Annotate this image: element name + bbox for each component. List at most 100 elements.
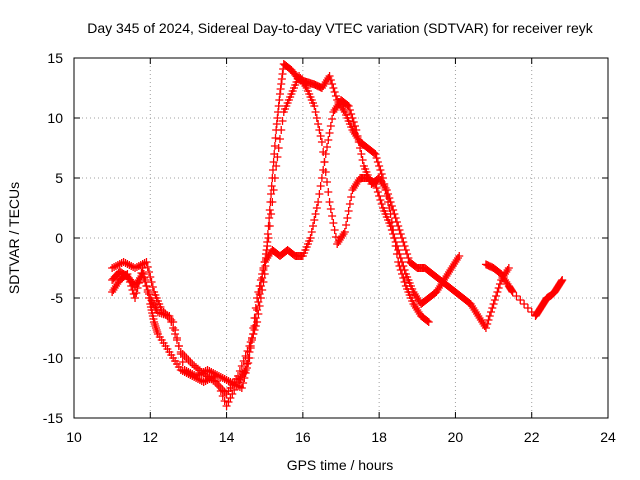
- data-point-marker: [246, 344, 255, 352]
- data-point-marker: [180, 366, 189, 374]
- data-point-marker: [136, 274, 145, 282]
- data-point-marker: [392, 218, 401, 226]
- data-point-marker: [133, 284, 142, 292]
- data-point-marker: [455, 252, 464, 260]
- data-point-marker: [389, 206, 398, 214]
- data-point-marker: [172, 334, 181, 342]
- data-point-marker: [163, 312, 172, 320]
- data-point-marker: [490, 296, 499, 304]
- data-point-marker: [161, 310, 170, 318]
- data-point-marker: [347, 193, 356, 201]
- data-point-marker: [398, 258, 407, 266]
- data-point-marker: [131, 264, 140, 272]
- data-point-marker: [400, 266, 409, 274]
- data-point-marker: [165, 314, 174, 322]
- data-point-marker: [259, 264, 268, 272]
- data-point-marker: [220, 397, 229, 405]
- data-point-marker: [349, 118, 358, 126]
- data-point-marker: [306, 234, 315, 242]
- data-point-marker: [375, 192, 384, 200]
- data-point-marker: [132, 289, 141, 297]
- data-point-marker: [484, 316, 493, 324]
- data-point-marker: [239, 379, 248, 387]
- data-point-marker: [371, 150, 380, 158]
- data-point-marker: [146, 273, 155, 281]
- data-point-marker: [142, 258, 151, 266]
- data-point-marker: [205, 367, 214, 375]
- x-tick-label: 24: [600, 429, 616, 445]
- data-point-marker: [228, 379, 237, 387]
- data-point-marker: [224, 398, 233, 406]
- data-point-marker: [384, 190, 393, 198]
- data-point-marker: [143, 263, 152, 271]
- data-point-marker: [353, 132, 362, 140]
- data-point-marker: [132, 263, 141, 271]
- data-point-marker: [159, 308, 168, 316]
- data-point-marker: [423, 317, 432, 325]
- data-point-marker: [218, 392, 227, 400]
- data-point-marker: [182, 367, 191, 375]
- data-point-marker: [339, 230, 348, 238]
- data-point-marker: [242, 364, 251, 372]
- data-point-marker: [424, 318, 433, 326]
- data-point-marker: [263, 242, 272, 250]
- data-point-marker: [148, 283, 157, 291]
- data-point-marker: [399, 238, 408, 246]
- data-point-marker: [372, 154, 381, 162]
- x-tick-label: 16: [295, 429, 311, 445]
- data-point-marker: [209, 369, 218, 377]
- y-tick-label: 15: [47, 50, 63, 66]
- data-point-marker: [267, 210, 276, 218]
- data-point-marker: [343, 214, 352, 222]
- data-point-marker: [389, 230, 398, 238]
- data-point-marker: [309, 222, 318, 230]
- data-point-marker: [403, 250, 412, 258]
- data-point-marker: [254, 298, 263, 306]
- data-point-marker: [357, 150, 366, 158]
- data-point-marker: [250, 322, 259, 330]
- data-point-marker: [324, 136, 333, 144]
- data-point-marker: [352, 126, 361, 134]
- data-point-marker: [321, 150, 330, 158]
- data-point-marker: [398, 234, 407, 242]
- data-point-marker: [387, 202, 396, 210]
- data-point-marker: [311, 108, 320, 116]
- data-point-marker: [127, 282, 136, 290]
- data-point-marker: [331, 92, 340, 100]
- y-tick-label: 0: [55, 230, 63, 246]
- data-point-marker: [244, 359, 253, 367]
- data-point-marker: [127, 262, 136, 270]
- data-point-marker: [373, 158, 382, 166]
- data-point-marker: [376, 166, 385, 174]
- data-point-marker: [344, 207, 353, 215]
- data-point-marker: [347, 110, 356, 118]
- data-point-marker: [265, 206, 274, 214]
- data-point-marker: [323, 143, 332, 151]
- data-point-marker: [272, 162, 281, 170]
- data-point-marker: [275, 135, 284, 143]
- data-point-marker: [386, 198, 395, 206]
- data-point-marker: [199, 368, 208, 376]
- data-point-marker: [324, 188, 333, 196]
- data-point-marker: [267, 182, 276, 190]
- data-point-marker: [121, 259, 130, 267]
- data-point-marker: [273, 153, 282, 161]
- data-point-marker: [213, 371, 222, 379]
- data-point-marker: [125, 278, 134, 286]
- data-point-marker: [453, 254, 462, 262]
- data-point-marker: [400, 242, 409, 250]
- data-point-marker: [174, 342, 183, 350]
- data-point-marker: [314, 120, 323, 128]
- data-point-marker: [396, 230, 405, 238]
- axis-ticks: 10 12 14 16 18 20 22 24 -15 -10 -5 0 5 10 15: [43, 50, 616, 445]
- data-point-marker: [493, 288, 502, 296]
- data-point-marker: [248, 334, 256, 342]
- data-point-marker: [326, 76, 335, 84]
- data-point-marker: [487, 308, 496, 316]
- data-point-marker: [214, 382, 223, 390]
- data-point-marker: [214, 372, 223, 380]
- data-point-marker: [390, 234, 399, 242]
- data-point-marker: [226, 378, 235, 386]
- data-point-marker: [180, 352, 189, 360]
- data-point-marker: [391, 238, 400, 246]
